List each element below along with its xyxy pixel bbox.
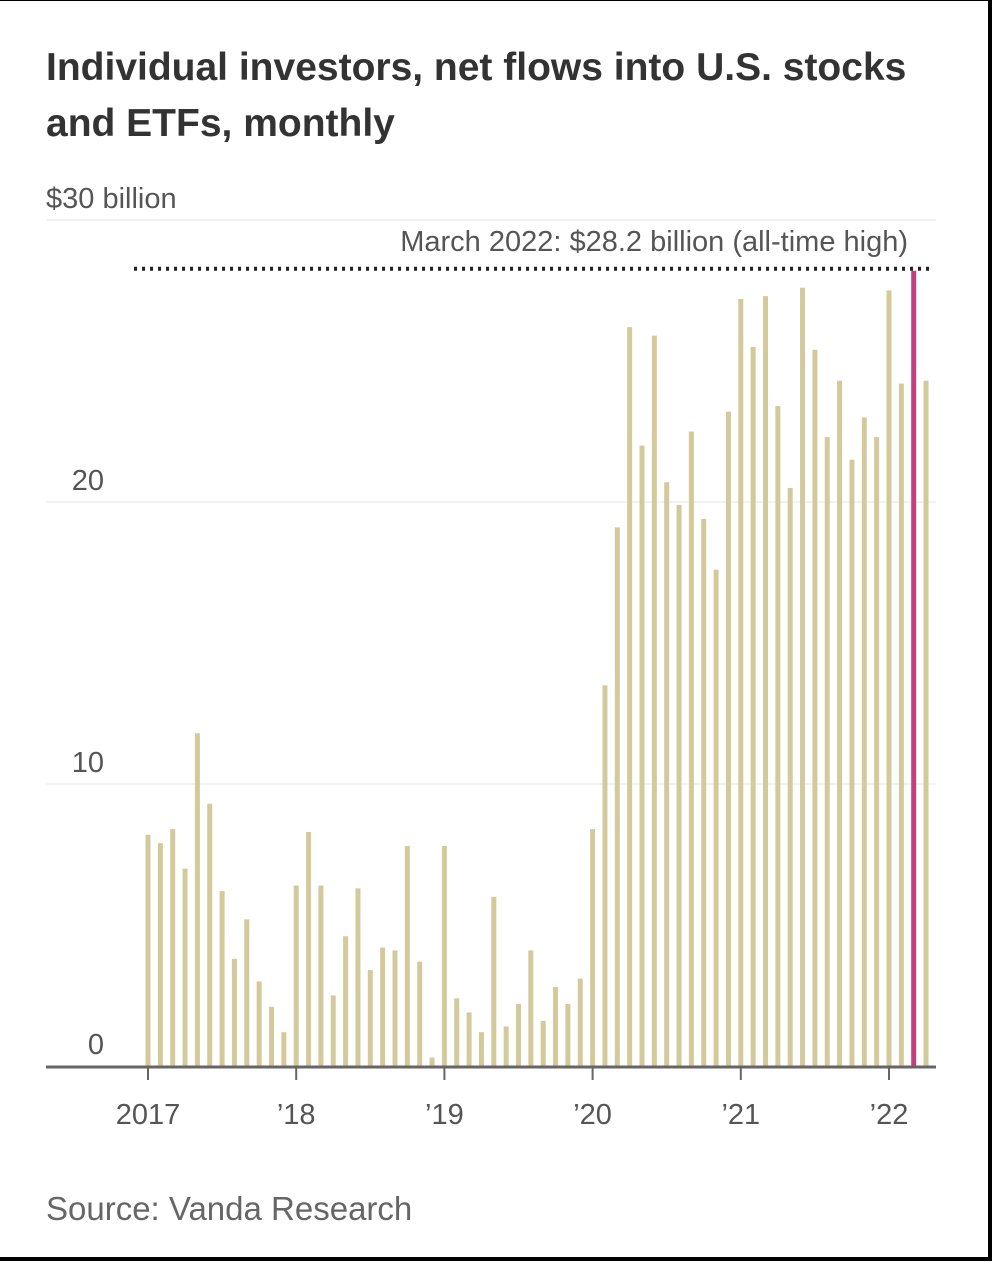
x-tick-label-1: ’18 bbox=[277, 1099, 316, 1131]
bar-highlight bbox=[911, 270, 917, 1066]
source-note: Source: Vanda Research bbox=[46, 1190, 413, 1227]
bars bbox=[145, 270, 929, 1067]
bar bbox=[800, 287, 806, 1066]
x-tick-label-3: ’20 bbox=[573, 1099, 612, 1131]
x-tick-label-0: 2017 bbox=[116, 1099, 181, 1131]
bar bbox=[898, 383, 904, 1066]
annotation-label: March 2022: $28.2 billion (all-time high… bbox=[400, 226, 908, 258]
bar bbox=[466, 1012, 472, 1066]
bar bbox=[182, 868, 188, 1066]
bar bbox=[429, 1057, 435, 1066]
bar bbox=[651, 335, 657, 1066]
bar bbox=[145, 834, 151, 1066]
bar bbox=[874, 437, 880, 1066]
bar-chart: 0 10 20 $30 billion 2017 ’18 ’19 ’20 ’21 ’22 Marc… bbox=[46, 183, 936, 1131]
chart-title: Individual investors, net flows into U.S… bbox=[46, 46, 907, 145]
bar bbox=[194, 733, 200, 1066]
bar bbox=[343, 936, 349, 1066]
bar bbox=[886, 290, 892, 1066]
bar bbox=[367, 970, 373, 1066]
bar bbox=[553, 987, 559, 1066]
bar bbox=[763, 296, 768, 1066]
bar bbox=[627, 327, 633, 1066]
bar bbox=[244, 919, 250, 1066]
bar bbox=[614, 527, 620, 1066]
bar bbox=[318, 885, 324, 1066]
bar bbox=[787, 487, 793, 1066]
axes bbox=[46, 1065, 936, 1080]
bar bbox=[478, 1032, 484, 1066]
bar bbox=[837, 380, 843, 1066]
bar bbox=[219, 891, 225, 1066]
bar bbox=[392, 950, 398, 1066]
bar bbox=[441, 846, 447, 1066]
bar bbox=[269, 1006, 274, 1066]
bar bbox=[861, 417, 867, 1066]
bar bbox=[923, 380, 929, 1066]
bar bbox=[688, 431, 694, 1066]
y-tick-label-1: 10 bbox=[72, 747, 104, 779]
bar bbox=[170, 829, 176, 1066]
bar bbox=[293, 885, 299, 1066]
bar bbox=[404, 846, 410, 1066]
bar bbox=[577, 978, 583, 1066]
bar bbox=[491, 896, 497, 1066]
bar bbox=[775, 406, 781, 1066]
bar bbox=[565, 1003, 571, 1066]
bar bbox=[750, 346, 756, 1066]
grid-lines bbox=[46, 219, 936, 785]
bar bbox=[231, 958, 237, 1066]
bar bbox=[849, 459, 855, 1066]
x-tick-label-2: ’19 bbox=[425, 1099, 464, 1131]
tick-labels: 0 10 20 $30 billion 2017 ’18 ’19 ’20 ’21 ’22 bbox=[46, 183, 908, 1131]
bar bbox=[256, 981, 262, 1066]
bar bbox=[417, 961, 423, 1066]
bar bbox=[812, 349, 818, 1067]
bar bbox=[355, 888, 361, 1066]
y-tick-label-3: $30 billion bbox=[46, 183, 177, 215]
bar bbox=[824, 437, 830, 1066]
bar bbox=[207, 803, 213, 1066]
x-tick-label-4: ’21 bbox=[721, 1099, 760, 1131]
bar bbox=[738, 298, 744, 1067]
bar bbox=[330, 995, 336, 1066]
bar bbox=[516, 1003, 521, 1066]
bar bbox=[725, 411, 731, 1066]
bar bbox=[281, 1032, 287, 1066]
bar bbox=[528, 950, 534, 1066]
annotation-layer: March 2022: $28.2 billion (all-time high… bbox=[134, 226, 930, 271]
bar bbox=[306, 831, 312, 1066]
bar bbox=[454, 998, 460, 1066]
bar bbox=[664, 482, 670, 1066]
bar bbox=[590, 829, 596, 1066]
bar bbox=[380, 947, 386, 1066]
bar bbox=[540, 1020, 546, 1066]
bar bbox=[676, 504, 682, 1066]
bar bbox=[639, 445, 645, 1067]
bar bbox=[157, 843, 163, 1066]
bar bbox=[713, 569, 719, 1066]
bar bbox=[602, 685, 608, 1066]
bar bbox=[503, 1026, 509, 1066]
bar bbox=[701, 518, 707, 1066]
y-tick-label-2: 20 bbox=[72, 465, 104, 497]
y-tick-label-0: 0 bbox=[88, 1029, 104, 1061]
x-tick-label-5: ’22 bbox=[870, 1099, 909, 1131]
